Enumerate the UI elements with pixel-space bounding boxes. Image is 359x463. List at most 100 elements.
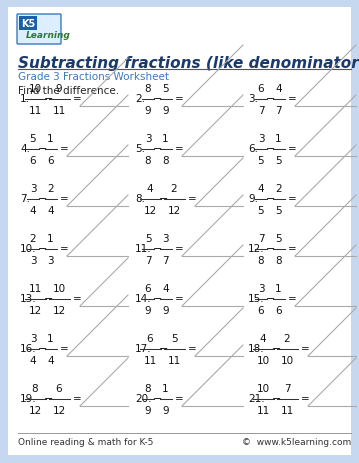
Text: 2.: 2.	[135, 94, 145, 104]
Text: 2: 2	[284, 334, 290, 344]
Text: 8: 8	[32, 384, 38, 394]
Text: 10.: 10.	[20, 244, 37, 253]
Text: 5: 5	[275, 234, 282, 244]
Text: 21.: 21.	[248, 393, 265, 403]
Text: 4: 4	[258, 184, 264, 194]
Text: −: −	[153, 393, 162, 403]
Text: =: =	[288, 244, 297, 253]
Text: 12: 12	[52, 305, 66, 315]
Text: 3: 3	[258, 284, 264, 294]
Text: =: =	[175, 144, 184, 154]
Text: −: −	[44, 393, 54, 403]
Text: 8: 8	[145, 156, 151, 166]
Text: =: =	[175, 244, 184, 253]
Text: 20.: 20.	[135, 393, 151, 403]
Text: −: −	[266, 94, 275, 104]
Text: 2: 2	[47, 184, 54, 194]
Text: 7: 7	[284, 384, 290, 394]
Text: −: −	[272, 393, 282, 403]
Text: −: −	[153, 144, 162, 154]
Text: 10: 10	[28, 84, 42, 94]
Text: 2: 2	[171, 184, 177, 194]
Text: 4: 4	[260, 334, 266, 344]
Text: 9: 9	[145, 106, 151, 116]
Text: −: −	[38, 244, 47, 253]
Text: −: −	[153, 94, 162, 104]
Text: 7.: 7.	[20, 194, 30, 204]
Text: 4: 4	[47, 355, 54, 365]
Text: 6: 6	[56, 384, 62, 394]
Text: 18.: 18.	[248, 343, 265, 353]
Text: 6: 6	[275, 305, 282, 315]
Text: Find the difference.: Find the difference.	[18, 86, 119, 96]
Text: 2: 2	[275, 184, 282, 194]
Text: Subtracting fractions (like denominators): Subtracting fractions (like denominators…	[18, 56, 359, 71]
Text: 12: 12	[28, 405, 42, 415]
Text: 7: 7	[258, 106, 264, 116]
Text: 10: 10	[280, 355, 294, 365]
Text: −: −	[266, 244, 275, 253]
Text: 1: 1	[162, 384, 169, 394]
Text: 1: 1	[47, 134, 54, 144]
Text: Learning: Learning	[25, 31, 70, 39]
Text: 12: 12	[52, 405, 66, 415]
Text: 5: 5	[275, 206, 282, 216]
Text: 8: 8	[162, 156, 169, 166]
Text: 1: 1	[162, 134, 169, 144]
Text: 11.: 11.	[135, 244, 151, 253]
Text: 3: 3	[30, 184, 36, 194]
Text: =: =	[175, 94, 184, 104]
Text: K5: K5	[21, 19, 35, 29]
Text: =: =	[175, 393, 184, 403]
Text: −: −	[44, 294, 54, 303]
Text: −: −	[153, 294, 162, 303]
Text: 8: 8	[145, 384, 151, 394]
Text: 5: 5	[145, 234, 151, 244]
Text: 1: 1	[47, 234, 54, 244]
Text: 8: 8	[258, 256, 264, 265]
Text: 12.: 12.	[248, 244, 265, 253]
Text: 7: 7	[258, 234, 264, 244]
Text: −: −	[38, 194, 47, 204]
Text: 5: 5	[171, 334, 177, 344]
Text: 4.: 4.	[20, 144, 30, 154]
Text: −: −	[38, 343, 47, 353]
Text: 7: 7	[275, 106, 282, 116]
Text: 4: 4	[30, 206, 36, 216]
Text: =: =	[73, 393, 82, 403]
Text: 1: 1	[275, 134, 282, 144]
FancyBboxPatch shape	[17, 15, 61, 45]
Text: −: −	[159, 343, 169, 353]
Text: 11: 11	[256, 405, 270, 415]
Text: 3: 3	[145, 134, 151, 144]
Text: =: =	[60, 343, 69, 353]
Text: 3: 3	[47, 256, 54, 265]
Text: =: =	[60, 144, 69, 154]
Text: 9: 9	[162, 106, 169, 116]
Text: =: =	[288, 294, 297, 303]
Text: −: −	[266, 294, 275, 303]
Text: =: =	[288, 194, 297, 204]
Text: 11: 11	[52, 106, 66, 116]
Text: 1: 1	[275, 284, 282, 294]
Text: 11: 11	[143, 355, 157, 365]
Text: −: −	[266, 144, 275, 154]
Text: Online reading & math for K-5: Online reading & math for K-5	[18, 437, 153, 446]
Text: 16.: 16.	[20, 343, 37, 353]
Text: 7: 7	[145, 256, 151, 265]
Text: 2: 2	[30, 234, 36, 244]
Text: 4: 4	[30, 355, 36, 365]
Text: 6: 6	[258, 84, 264, 94]
Text: 7: 7	[162, 256, 169, 265]
Text: 15.: 15.	[248, 294, 265, 303]
Text: 10: 10	[256, 384, 270, 394]
Text: 6: 6	[258, 305, 264, 315]
Text: 9: 9	[162, 305, 169, 315]
Text: 6: 6	[147, 334, 153, 344]
Text: 4: 4	[47, 206, 54, 216]
Text: 8.: 8.	[135, 194, 145, 204]
Text: 3: 3	[258, 134, 264, 144]
Text: =: =	[60, 244, 69, 253]
Text: 4: 4	[162, 284, 169, 294]
Text: 6: 6	[145, 284, 151, 294]
